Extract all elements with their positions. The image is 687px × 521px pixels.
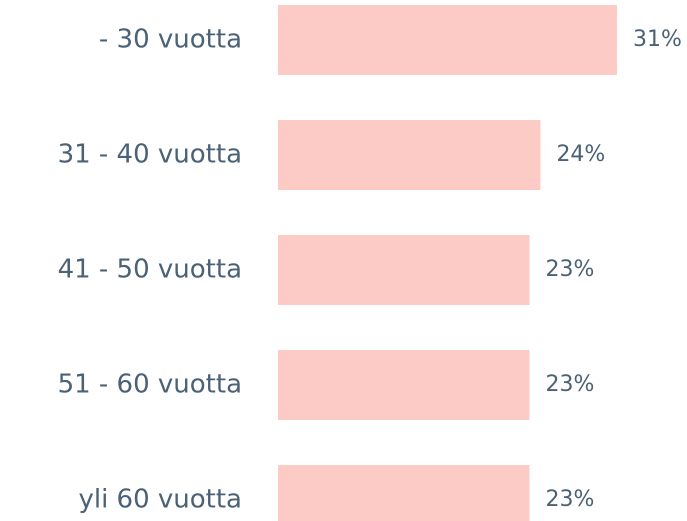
value-label: 23%: [546, 487, 595, 512]
category-label: 51 - 60 vuotta: [58, 370, 242, 400]
bar: [278, 5, 617, 75]
bar: [278, 350, 530, 420]
value-label: 23%: [546, 257, 595, 282]
bar: [278, 465, 530, 521]
bar: [278, 235, 530, 305]
bar: [278, 120, 541, 190]
category-label: 31 - 40 vuotta: [58, 140, 242, 170]
category-label: yli 60 vuotta: [78, 485, 242, 515]
value-label: 31%: [633, 27, 682, 52]
value-label: 23%: [546, 372, 595, 397]
category-label: - 30 vuotta: [99, 25, 242, 55]
value-label: 24%: [556, 142, 605, 167]
category-label: 41 - 50 vuotta: [58, 255, 242, 285]
